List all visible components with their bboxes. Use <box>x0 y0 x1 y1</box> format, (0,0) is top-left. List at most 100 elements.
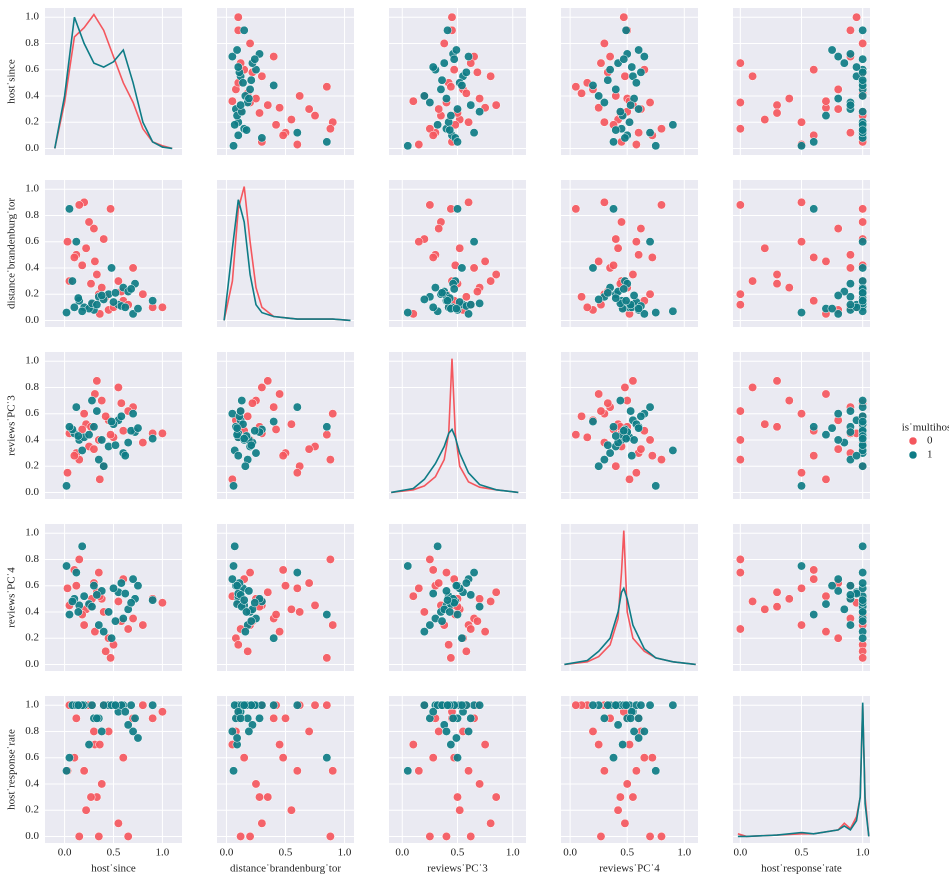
scatter-point <box>87 602 97 612</box>
scatter-point <box>858 607 868 617</box>
scatter-point <box>69 302 79 312</box>
scatter-point <box>95 474 105 484</box>
scatter-point <box>858 91 868 101</box>
scatter-point <box>439 38 449 48</box>
scatter-point <box>443 595 453 605</box>
scatter-point <box>748 71 758 81</box>
scatter-point <box>94 455 104 465</box>
scatter-point <box>833 291 843 300</box>
scatter-point <box>475 107 485 117</box>
scatter-point <box>821 389 831 399</box>
scatter-point <box>109 583 118 593</box>
scatter-point <box>797 468 806 478</box>
y-tick-label: 0.6 <box>25 235 39 247</box>
scatter-point <box>73 293 83 303</box>
scatter-point <box>464 309 473 319</box>
scatter-point <box>613 243 623 253</box>
scatter-point <box>594 294 604 304</box>
scatter-point <box>227 52 237 62</box>
y-tick-label: 0.2 <box>25 116 39 128</box>
scatter-point <box>322 700 332 710</box>
scatter-point <box>634 128 644 138</box>
scatter-point <box>852 12 861 22</box>
scatter-point <box>453 204 462 214</box>
scatter-point <box>833 586 843 596</box>
scatter-point <box>596 58 606 68</box>
scatter-point <box>232 423 242 433</box>
scatter-point <box>618 740 628 750</box>
scatter-point <box>157 302 167 312</box>
scatter-point <box>71 581 81 591</box>
scatter-point <box>609 204 618 214</box>
scatter-point <box>101 646 111 656</box>
scatter-point <box>772 108 782 118</box>
x-axis-label: host˙since <box>91 863 136 875</box>
scatter-point <box>434 224 444 234</box>
scatter-point <box>571 430 581 440</box>
scatter-point <box>244 586 254 596</box>
scatter-point <box>466 590 476 600</box>
scatter-point <box>138 700 148 710</box>
scatter-point <box>748 382 758 392</box>
scatter-point <box>120 451 130 461</box>
scatter-point <box>278 130 288 140</box>
scatter-point <box>594 103 604 113</box>
scatter-point <box>588 417 598 427</box>
scatter-point <box>233 130 243 140</box>
scatter-point <box>594 740 604 750</box>
scatter-point <box>126 284 136 294</box>
scatter-point <box>475 700 485 710</box>
scatter-point <box>858 595 868 605</box>
scatter-point <box>605 52 615 62</box>
scatter-point <box>92 713 102 723</box>
scatter-point <box>84 217 94 227</box>
x-tick-label: 0.5 <box>107 847 121 859</box>
scatter-point <box>571 204 581 214</box>
scatter-point <box>809 574 819 584</box>
scatter-point <box>449 284 459 294</box>
scatter-point <box>636 224 646 234</box>
scatter-point <box>464 117 473 127</box>
scatter-point <box>486 71 496 81</box>
scatter-point <box>639 726 649 736</box>
scatter-point <box>588 80 598 90</box>
scatter-point <box>833 633 843 643</box>
scatter-point <box>428 130 438 140</box>
scatter-point <box>138 438 148 448</box>
x-tick-label: 1.0 <box>156 847 170 859</box>
scatter-point <box>628 376 638 386</box>
scatter-point <box>89 224 99 234</box>
scatter-point <box>325 455 335 465</box>
scatter-point <box>443 296 453 306</box>
scatter-point <box>457 80 467 90</box>
scatter-point <box>233 62 243 72</box>
scatter-point <box>480 627 490 637</box>
scatter-point <box>133 733 143 743</box>
scatter-point <box>858 204 868 214</box>
scatter-point <box>472 67 482 77</box>
scatter-point <box>239 25 249 35</box>
scatter-point <box>797 237 806 247</box>
scatter-point <box>833 104 843 114</box>
scatter-point <box>797 308 806 318</box>
scatter-point <box>92 376 102 386</box>
panel <box>227 12 338 151</box>
panel <box>227 376 338 491</box>
scatter-point <box>645 237 655 247</box>
scatter-point <box>784 594 794 604</box>
scatter-point <box>444 640 454 650</box>
scatter-point <box>118 753 128 763</box>
panel <box>391 358 519 494</box>
scatter-point <box>65 610 74 620</box>
scatter-point <box>257 71 267 81</box>
scatter-point <box>63 468 72 478</box>
scatter-point <box>735 554 745 564</box>
scatter-point <box>433 541 443 551</box>
scatter-point <box>772 100 782 110</box>
scatter-point <box>784 283 794 293</box>
scatter-point <box>480 740 490 750</box>
scatter-point <box>243 646 253 656</box>
panel <box>223 186 351 322</box>
scatter-point <box>69 451 79 461</box>
scatter-point <box>414 766 424 776</box>
